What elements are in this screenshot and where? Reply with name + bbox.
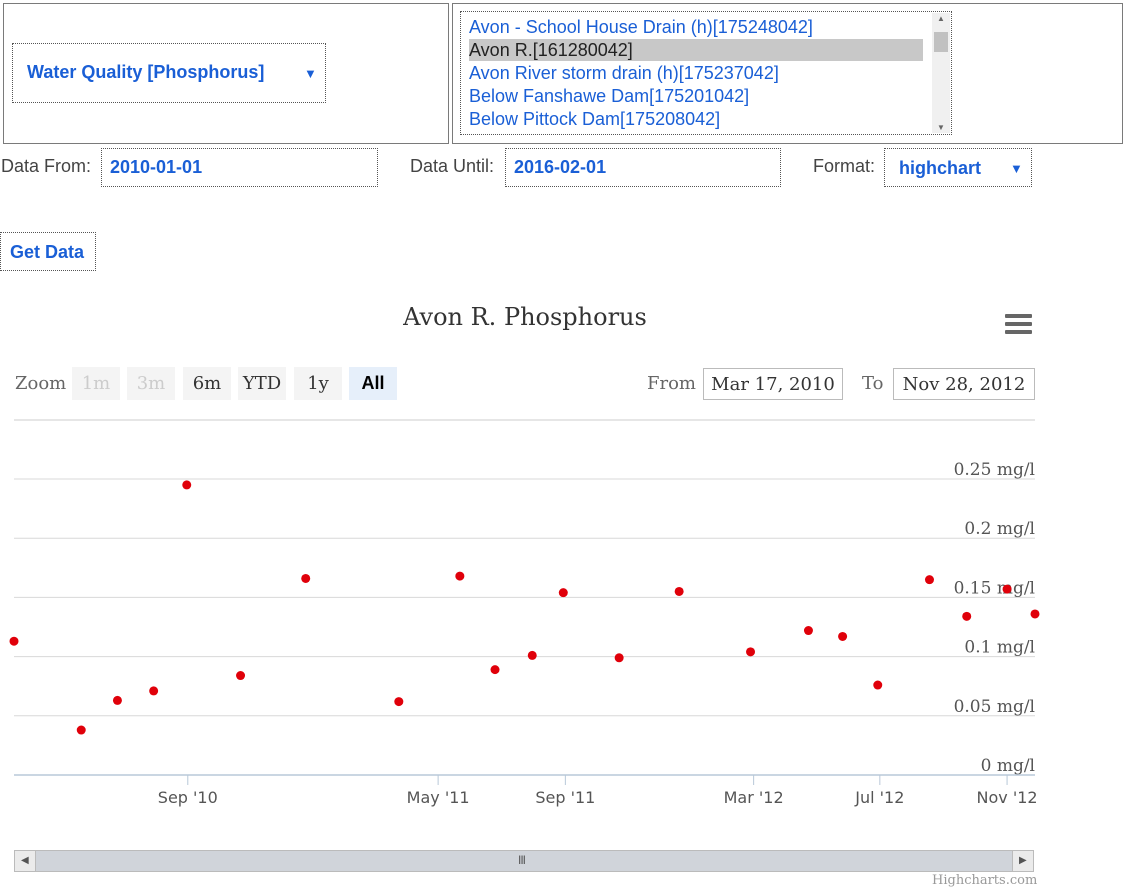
data-point <box>873 680 883 690</box>
data-from-input[interactable]: 2010-01-01 <box>101 148 378 187</box>
station-option[interactable]: Avon River storm drain (h)[175237042] <box>469 63 779 83</box>
x-tick-label: Jul '12 <box>854 788 904 807</box>
data-point <box>1030 609 1040 619</box>
data-point <box>614 653 624 663</box>
zoom-button-3m[interactable]: 3m <box>127 367 175 400</box>
data-point <box>76 725 86 735</box>
listbox-scrollbar[interactable]: ▲ ▼ <box>932 13 950 133</box>
scroll-left-button[interactable]: ◀ <box>15 851 36 871</box>
data-point <box>394 697 404 707</box>
scroll-up-icon[interactable]: ▲ <box>937 14 945 23</box>
hamburger-icon <box>1005 314 1032 334</box>
chevron-right-icon: ▶ <box>1019 855 1027 866</box>
chevron-down-icon: ▼ <box>1010 161 1023 176</box>
y-tick-label: 0.15 mg/l <box>954 578 1035 598</box>
data-point <box>9 636 19 646</box>
get-data-label: Get Data <box>10 242 85 262</box>
zoom-button-1y[interactable]: 1y <box>294 367 342 400</box>
data-point <box>1002 584 1012 594</box>
data-point <box>112 695 122 705</box>
x-tick-label: Mar '12 <box>724 788 784 807</box>
y-tick-label: 0.2 mg/l <box>964 519 1035 539</box>
format-label: Format: <box>813 156 876 176</box>
station-option[interactable]: Avon R.[161280042] <box>469 39 923 61</box>
dataset-panel: Water Quality [Phosphorus] ▼ <box>3 3 449 144</box>
range-from-input[interactable]: Mar 17, 2010 <box>703 368 843 400</box>
y-tick-label: 0.05 mg/l <box>954 697 1035 717</box>
chevron-left-icon: ◀ <box>21 855 29 866</box>
scrollbar-thumb[interactable] <box>934 32 948 52</box>
station-panel: Avon - School House Drain (h)[175248042]… <box>452 3 1123 144</box>
data-point <box>558 588 568 598</box>
data-point <box>962 611 972 621</box>
y-tick-label: 0 mg/l <box>981 756 1035 776</box>
station-option[interactable]: Avon - School House Drain (h)[175248042] <box>469 17 813 37</box>
data-point <box>924 575 934 585</box>
scroll-down-icon[interactable]: ▼ <box>937 123 945 132</box>
y-tick-label: 0.25 mg/l <box>954 460 1035 480</box>
scrollbar-grip-icon: III <box>518 853 526 867</box>
x-tick-label: May '11 <box>407 788 470 807</box>
chart-menu-button[interactable] <box>1005 314 1032 336</box>
data-point <box>838 631 848 641</box>
navigator-scrollbar[interactable]: ◀ III ▶ <box>14 850 1034 872</box>
x-tick-label: Sep '11 <box>535 788 595 807</box>
dataset-select-value: Water Quality [Phosphorus] <box>27 62 265 82</box>
dataset-select[interactable]: Water Quality [Phosphorus] ▼ <box>12 43 326 103</box>
data-until-label: Data Until: <box>410 156 495 176</box>
format-select[interactable]: highchart ▼ <box>884 148 1032 187</box>
data-point <box>527 650 537 660</box>
chevron-down-icon: ▼ <box>304 66 317 81</box>
x-tick-label: Sep '10 <box>158 788 218 807</box>
data-from-label: Data From: <box>1 156 92 176</box>
data-point <box>490 665 500 675</box>
station-listbox[interactable]: Avon - School House Drain (h)[175248042]… <box>460 11 952 135</box>
data-point <box>803 626 813 636</box>
zoom-button-1m[interactable]: 1m <box>72 367 120 400</box>
data-point <box>674 586 684 596</box>
range-to-input[interactable]: Nov 28, 2012 <box>893 368 1035 400</box>
range-from-label: From <box>647 373 696 394</box>
data-point <box>455 571 465 581</box>
data-point <box>746 647 756 657</box>
station-option[interactable]: Below Pittock Dam[175208042] <box>469 109 721 129</box>
data-point <box>301 573 311 583</box>
x-tick-label: Nov '12 <box>977 788 1038 807</box>
y-tick-label: 0.1 mg/l <box>964 638 1035 658</box>
zoom-button-ytd[interactable]: YTD <box>238 367 286 400</box>
data-until-input[interactable]: 2016-02-01 <box>505 148 781 187</box>
data-point <box>236 671 246 681</box>
zoom-label: Zoom <box>15 373 67 394</box>
data-point <box>182 480 192 490</box>
format-select-value: highchart <box>899 158 982 178</box>
zoom-button-6m[interactable]: 6m <box>183 367 231 400</box>
credits-link[interactable]: Highcharts.com <box>932 873 1038 888</box>
station-option[interactable]: Below Fanshawe Dam[175201042] <box>469 86 750 106</box>
chart-title: Avon R. Phosphorus <box>403 303 647 331</box>
data-point <box>149 686 159 696</box>
get-data-button[interactable]: Get Data <box>0 232 96 271</box>
range-to-label: To <box>862 373 884 394</box>
zoom-button-all[interactable]: All <box>349 367 397 400</box>
scroll-right-button[interactable]: ▶ <box>1012 851 1033 871</box>
